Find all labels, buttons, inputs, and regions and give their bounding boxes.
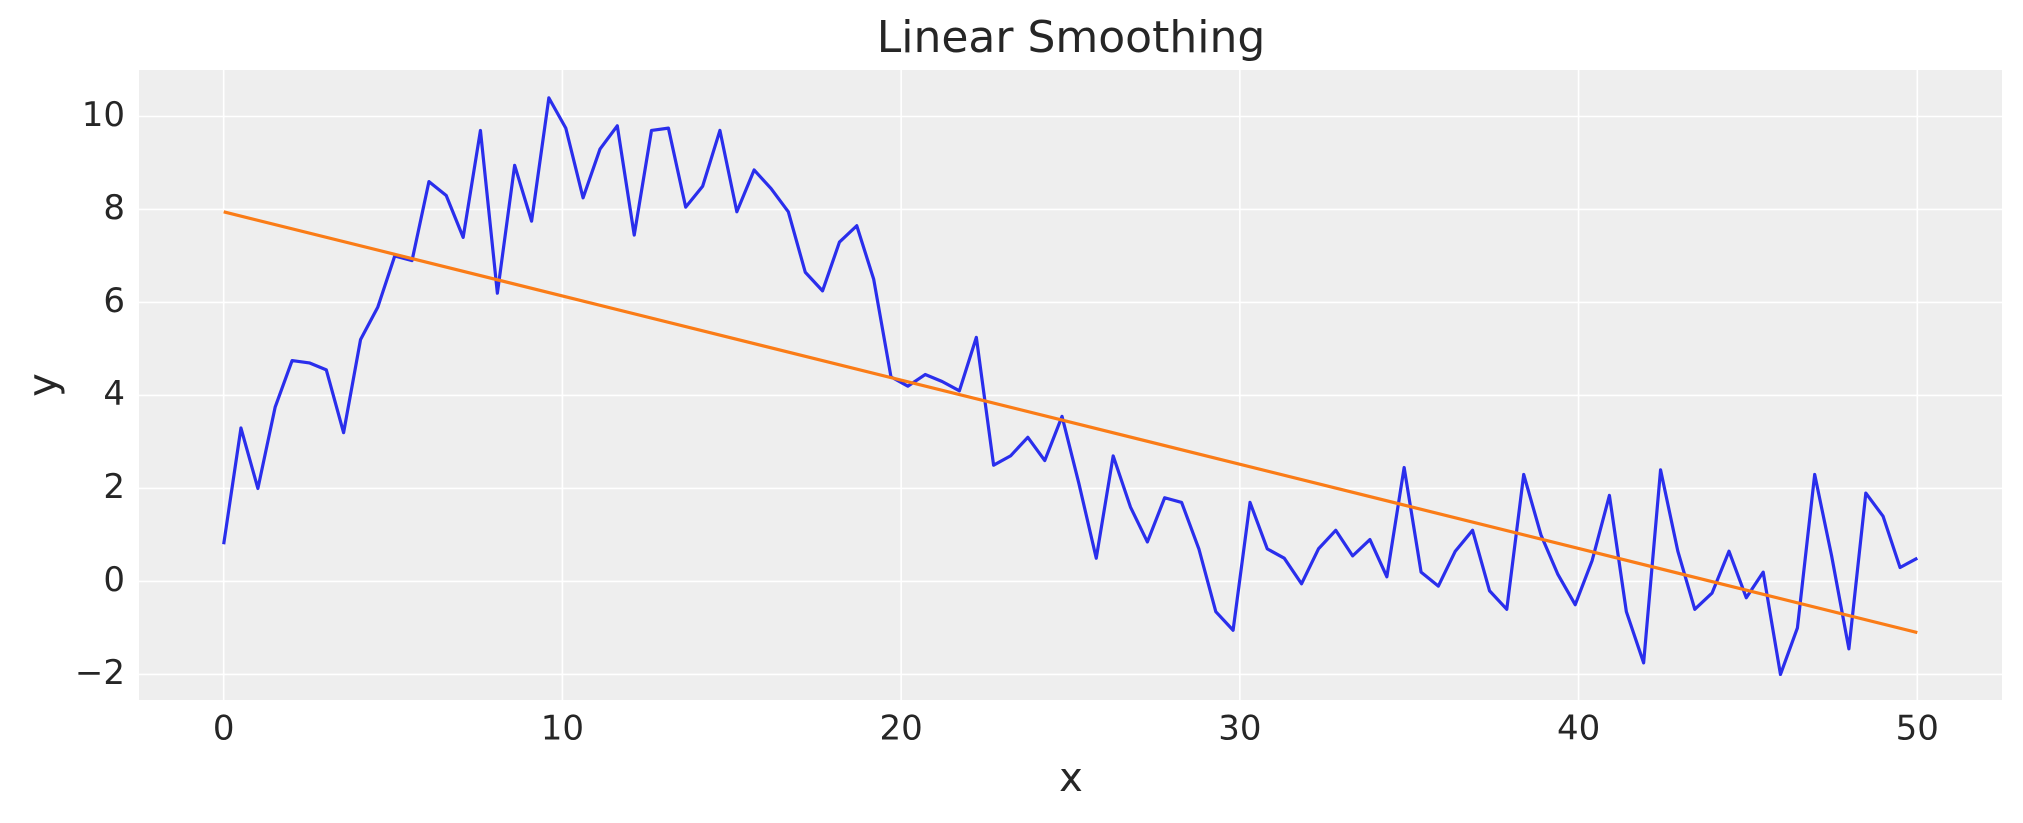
y-tick-label: 6 — [103, 281, 125, 321]
y-tick-label: 2 — [103, 467, 125, 507]
x-tick-label: 40 — [1557, 709, 1600, 749]
chart-title: Linear Smoothing — [877, 12, 1266, 63]
data-line — [222, 96, 1919, 677]
x-tick-label: 20 — [880, 709, 923, 749]
plot-area — [139, 70, 2002, 700]
y-tick-label: 4 — [103, 374, 125, 414]
y-tick-label: 0 — [103, 560, 125, 600]
y-tick-label: −2 — [75, 653, 125, 693]
x-tick-label: 50 — [1896, 709, 1939, 749]
x-tick-label: 30 — [1218, 709, 1261, 749]
y-tick-label: 8 — [103, 188, 125, 228]
x-axis-label: x — [1059, 755, 1083, 801]
y-tick-label: 10 — [82, 95, 125, 135]
y-axis-label: y — [20, 373, 66, 397]
data-line — [223, 210, 1918, 635]
x-tick-label: 10 — [541, 709, 584, 749]
x-tick-label: 0 — [213, 709, 235, 749]
